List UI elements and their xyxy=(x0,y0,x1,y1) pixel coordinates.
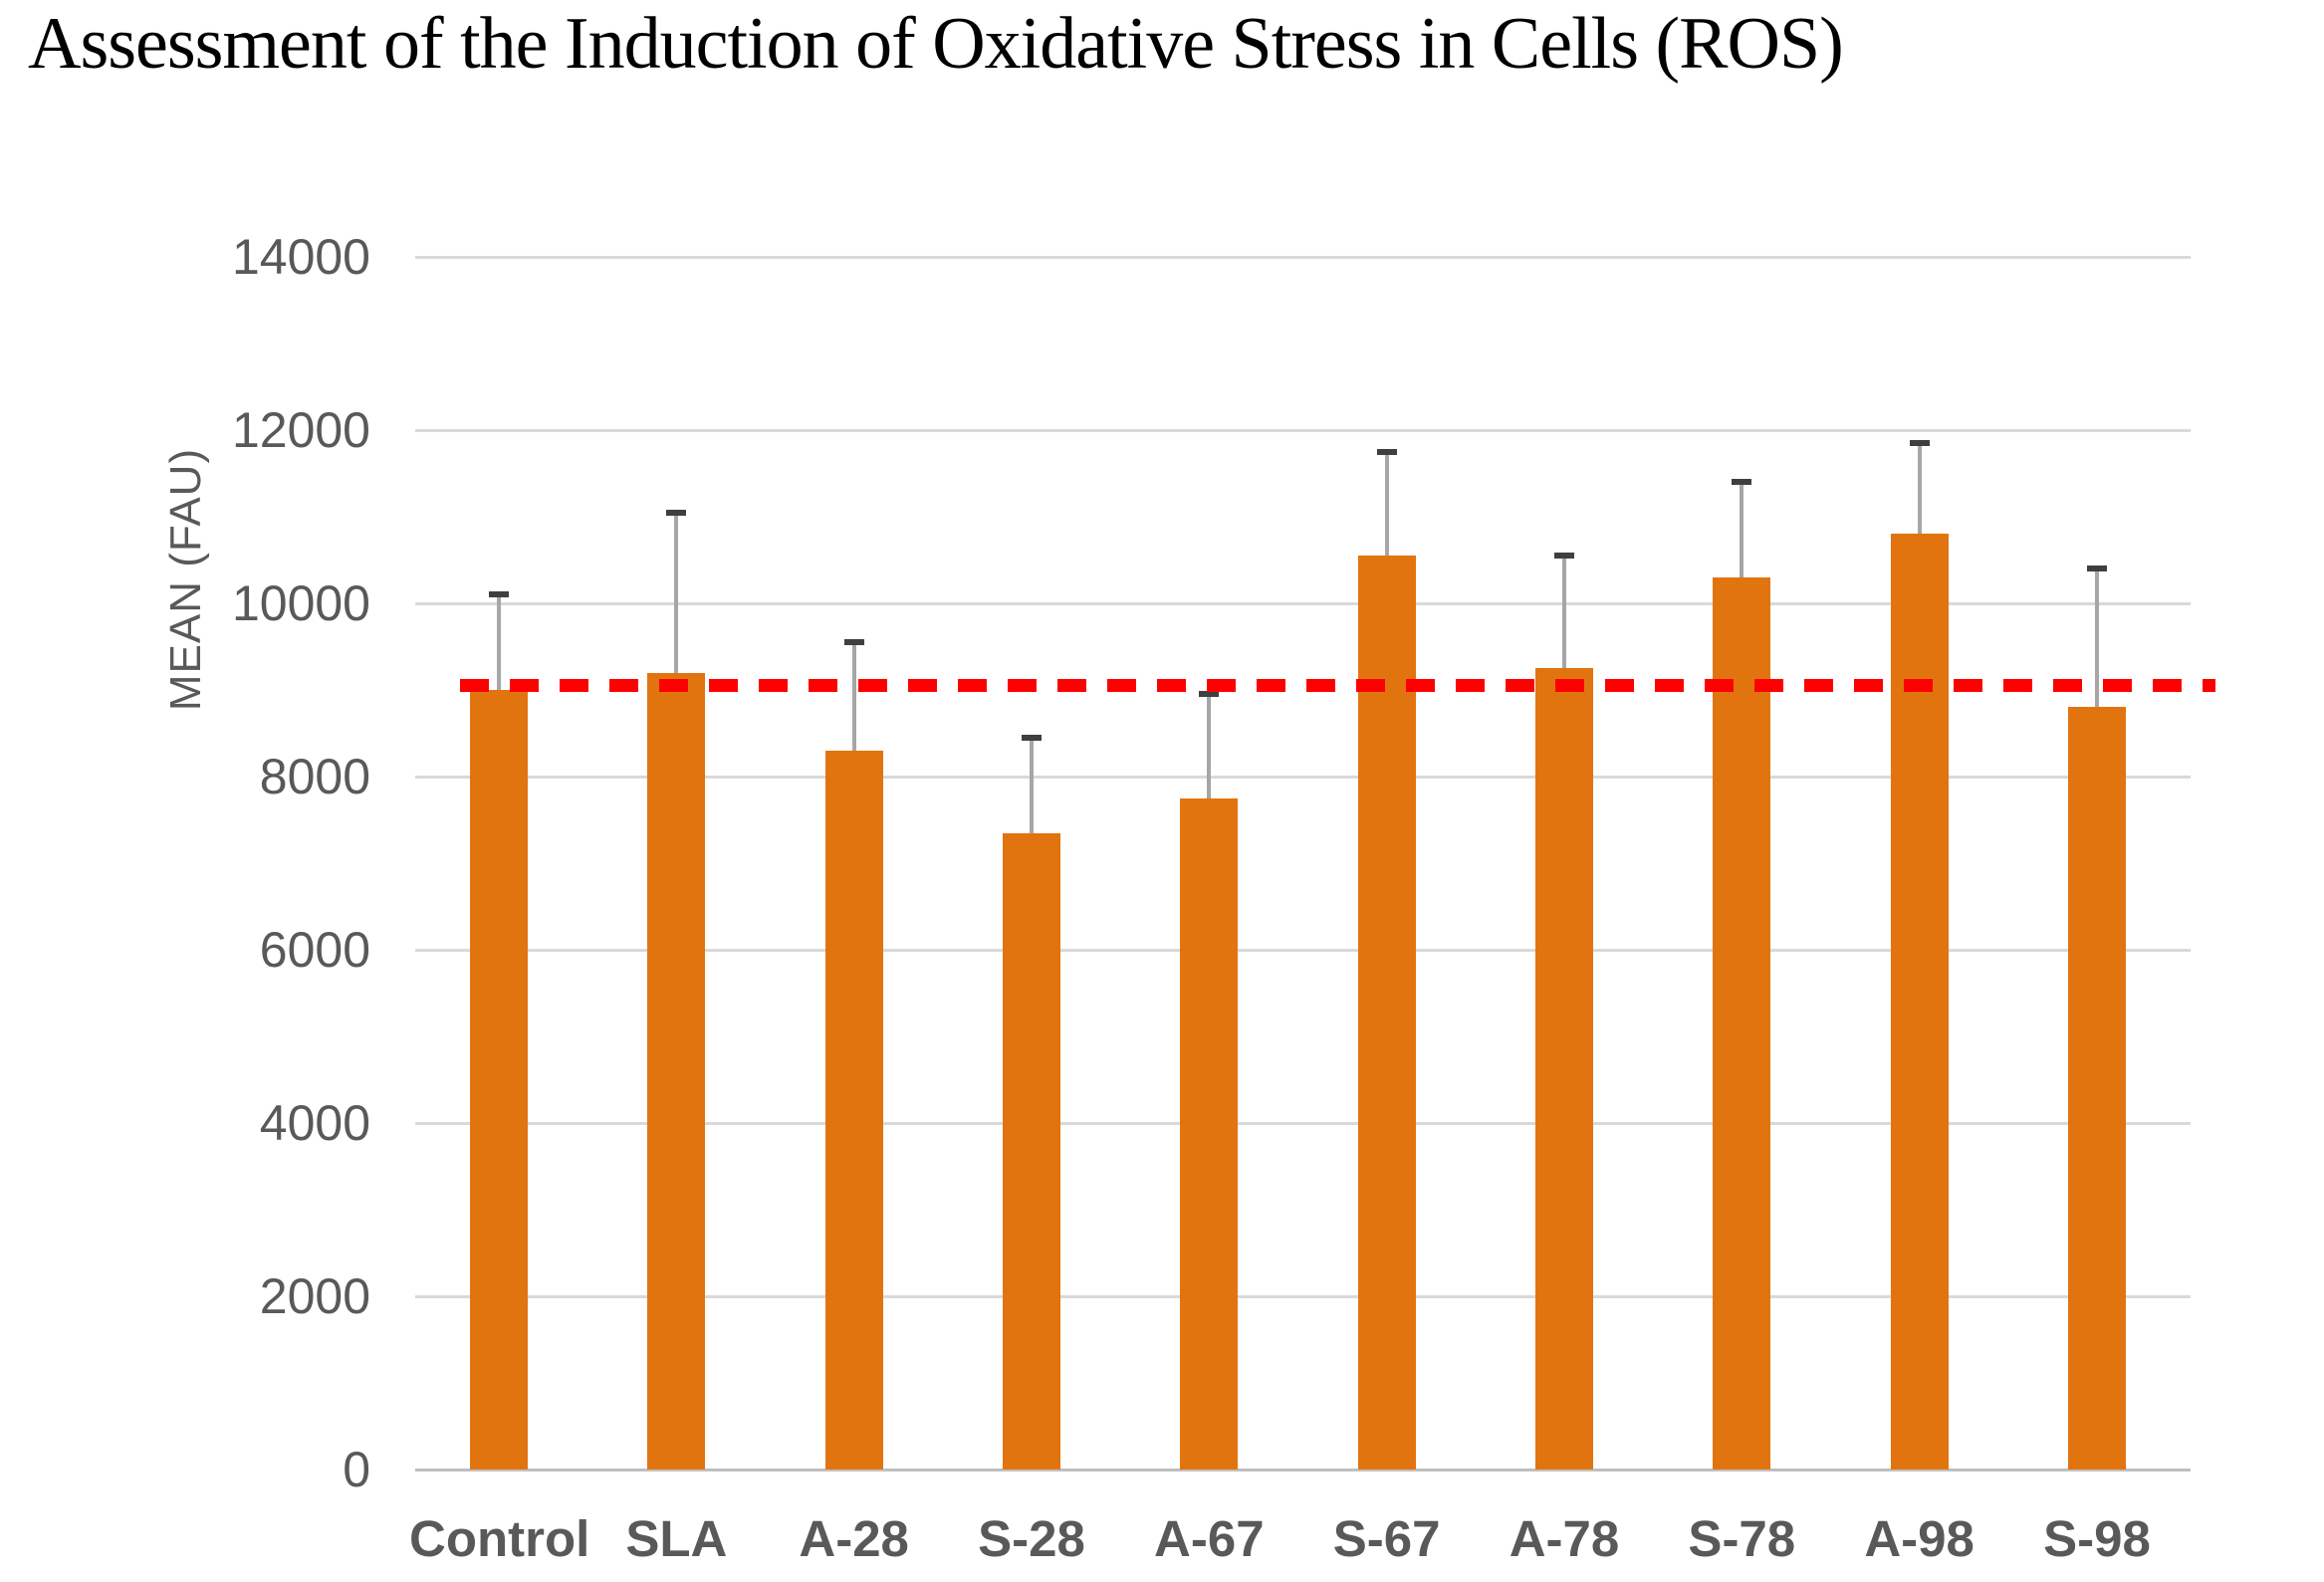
gridline-14000 xyxy=(415,255,2191,259)
error-bar-cap-Control xyxy=(489,591,509,598)
error-bar-line-S-98 xyxy=(2094,568,2099,708)
error-bar-cap-S-98 xyxy=(2086,565,2107,572)
gridline-8000 xyxy=(415,775,2191,779)
error-bar-line-S-67 xyxy=(1384,451,1389,557)
gridline-4000 xyxy=(415,1121,2191,1125)
x-axis-baseline xyxy=(415,1468,2191,1471)
x-tick-label-S-78: S-78 xyxy=(1688,1510,1796,1567)
error-bar-line-A-98 xyxy=(1917,443,1922,535)
y-tick-label-2000: 2000 xyxy=(259,1268,370,1324)
y-tick-label-0: 0 xyxy=(343,1442,370,1497)
error-bar-line-A-78 xyxy=(1561,556,1566,669)
gridline-10000 xyxy=(415,601,2191,605)
bar-Control xyxy=(470,690,528,1469)
bar-S-28 xyxy=(1002,832,1060,1469)
x-tick-label-A-28: A-28 xyxy=(799,1510,909,1567)
chart-title: Assessment of the Induction of Oxidative… xyxy=(28,3,1844,85)
y-tick-label-10000: 10000 xyxy=(231,575,370,631)
error-bar-line-S-28 xyxy=(1029,737,1034,833)
bar-S-98 xyxy=(2067,707,2126,1469)
error-bar-cap-SLA xyxy=(666,509,687,516)
x-tick-label-S-98: S-98 xyxy=(2043,1510,2151,1567)
bar-S-67 xyxy=(1357,556,1416,1469)
bar-A-78 xyxy=(1534,668,1593,1469)
x-tick-label-S-67: S-67 xyxy=(1332,1510,1441,1567)
x-tick-label-A-98: A-98 xyxy=(1864,1510,1975,1567)
error-bar-line-Control xyxy=(497,594,501,690)
y-tick-label-12000: 12000 xyxy=(231,402,370,458)
gridline-6000 xyxy=(415,948,2191,952)
error-bar-cap-A-98 xyxy=(1909,440,1930,447)
y-tick-label-6000: 6000 xyxy=(259,922,370,978)
x-tick-label-S-28: S-28 xyxy=(978,1510,1085,1567)
error-bar-line-SLA xyxy=(674,512,679,673)
bar-A-28 xyxy=(824,750,883,1469)
x-tick-label-A-67: A-67 xyxy=(1154,1510,1265,1567)
bar-A-67 xyxy=(1180,797,1239,1469)
reference-dashed-line xyxy=(460,679,2215,693)
y-tick-label-4000: 4000 xyxy=(259,1095,370,1151)
error-bar-line-A-67 xyxy=(1207,694,1212,798)
gridline-2000 xyxy=(415,1294,2191,1298)
y-tick-label-14000: 14000 xyxy=(231,229,370,285)
error-bar-cap-S-67 xyxy=(1376,448,1397,455)
x-tick-label-A-78: A-78 xyxy=(1509,1510,1620,1567)
y-axis-title: MEAN (FAU) xyxy=(161,447,210,712)
bar-S-78 xyxy=(1713,576,1771,1469)
bar-A-98 xyxy=(1890,534,1949,1469)
x-tick-label-SLA: SLA xyxy=(625,1510,728,1567)
error-bar-cap-A-67 xyxy=(1199,691,1220,698)
error-bar-cap-S-78 xyxy=(1732,479,1752,486)
error-bar-cap-S-28 xyxy=(1021,734,1042,741)
error-bar-cap-A-28 xyxy=(843,639,864,646)
error-bar-line-S-78 xyxy=(1740,482,1744,577)
y-tick-label-8000: 8000 xyxy=(259,749,370,804)
x-tick-label-Control: Control xyxy=(409,1510,590,1567)
bar-SLA xyxy=(647,672,706,1469)
gridline-12000 xyxy=(415,428,2191,432)
error-bar-cap-A-78 xyxy=(1553,553,1574,560)
error-bar-line-A-28 xyxy=(851,642,856,751)
